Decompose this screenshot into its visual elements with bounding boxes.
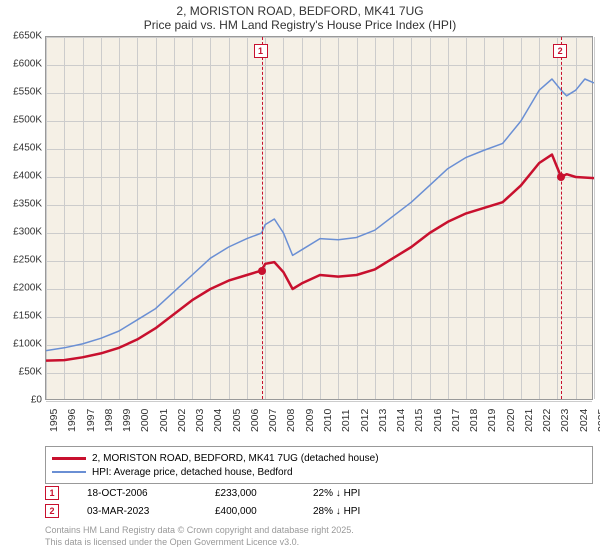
point-number: 2 [45,504,59,518]
x-tick-label: 2018 [468,409,480,432]
x-tick-label: 2003 [194,409,206,432]
legend-swatch [52,471,86,473]
point-diff: 22% ↓ HPI [313,488,403,499]
x-tick-label: 1998 [103,409,115,432]
title-line-2: Price paid vs. HM Land Registry's House … [0,18,600,32]
chart-plot-area [45,36,593,400]
marker-line [561,37,562,399]
x-tick-label: 2017 [450,409,462,432]
y-tick-label: £100K [0,339,42,350]
y-tick-label: £0 [0,395,42,406]
point-price: £233,000 [215,488,285,499]
y-tick-label: £650K [0,31,42,42]
footer-line-2: This data is licensed under the Open Gov… [45,536,354,548]
price-points-table: 1 18-OCT-2006 £233,000 22% ↓ HPI 2 03-MAR-202… [45,484,593,520]
x-tick-label: 2009 [304,409,316,432]
x-tick-label: 2011 [340,409,352,432]
legend-swatch [52,457,86,460]
x-tick-label: 1995 [48,409,60,432]
x-tick-label: 2020 [505,409,517,432]
x-tick-label: 2006 [249,409,261,432]
footer-line-1: Contains HM Land Registry data © Crown c… [45,524,354,536]
x-tick-label: 2000 [139,409,151,432]
point-price: £400,000 [215,506,285,517]
x-tick-label: 2019 [486,409,498,432]
point-number: 1 [45,486,59,500]
series-line [46,155,594,361]
legend: 2, MORISTON ROAD, BEDFORD, MK41 7UG (det… [45,446,593,484]
gridline-v [594,37,595,399]
footer-attribution: Contains HM Land Registry data © Crown c… [45,524,354,548]
y-tick-label: £600K [0,59,42,70]
y-tick-label: £50K [0,367,42,378]
chart-title-block: 2, MORISTON ROAD, BEDFORD, MK41 7UG Pric… [0,0,600,34]
price-dot [258,267,266,275]
x-tick-label: 2021 [523,409,535,432]
y-tick-label: £450K [0,143,42,154]
legend-label: 2, MORISTON ROAD, BEDFORD, MK41 7UG (det… [92,453,379,464]
x-tick-label: 2013 [377,409,389,432]
marker-box: 1 [254,44,268,58]
x-tick-label: 2010 [322,409,334,432]
y-tick-label: £300K [0,227,42,238]
y-tick-label: £550K [0,87,42,98]
x-tick-label: 2001 [158,409,170,432]
x-tick-label: 2022 [541,409,553,432]
x-tick-label: 2012 [359,409,371,432]
marker-box: 2 [553,44,567,58]
x-tick-label: 2007 [267,409,279,432]
x-tick-label: 2025 [596,409,600,432]
series-line [46,79,594,351]
legend-row: HPI: Average price, detached house, Bedf… [52,465,586,479]
y-tick-label: £150K [0,311,42,322]
gridline-h [46,401,592,402]
title-line-1: 2, MORISTON ROAD, BEDFORD, MK41 7UG [0,4,600,18]
point-diff: 28% ↓ HPI [313,506,403,517]
legend-label: HPI: Average price, detached house, Bedf… [92,467,293,478]
x-tick-label: 2002 [176,409,188,432]
x-tick-label: 2016 [432,409,444,432]
x-tick-label: 2008 [285,409,297,432]
y-tick-label: £400K [0,171,42,182]
x-tick-label: 2005 [231,409,243,432]
x-tick-label: 2023 [559,409,571,432]
point-date: 18-OCT-2006 [87,488,187,499]
y-tick-label: £200K [0,283,42,294]
x-tick-label: 1997 [85,409,97,432]
x-tick-label: 2014 [395,409,407,432]
x-tick-label: 2004 [212,409,224,432]
x-tick-label: 2024 [578,409,590,432]
y-tick-label: £500K [0,115,42,126]
y-tick-label: £250K [0,255,42,266]
x-tick-label: 1996 [66,409,78,432]
price-dot [557,173,565,181]
x-tick-label: 1999 [121,409,133,432]
point-row: 2 03-MAR-2023 £400,000 28% ↓ HPI [45,502,593,520]
point-row: 1 18-OCT-2006 £233,000 22% ↓ HPI [45,484,593,502]
marker-line [262,37,263,399]
point-date: 03-MAR-2023 [87,506,187,517]
x-tick-label: 2015 [413,409,425,432]
legend-row: 2, MORISTON ROAD, BEDFORD, MK41 7UG (det… [52,451,586,465]
series-svg [46,37,594,401]
y-tick-label: £350K [0,199,42,210]
